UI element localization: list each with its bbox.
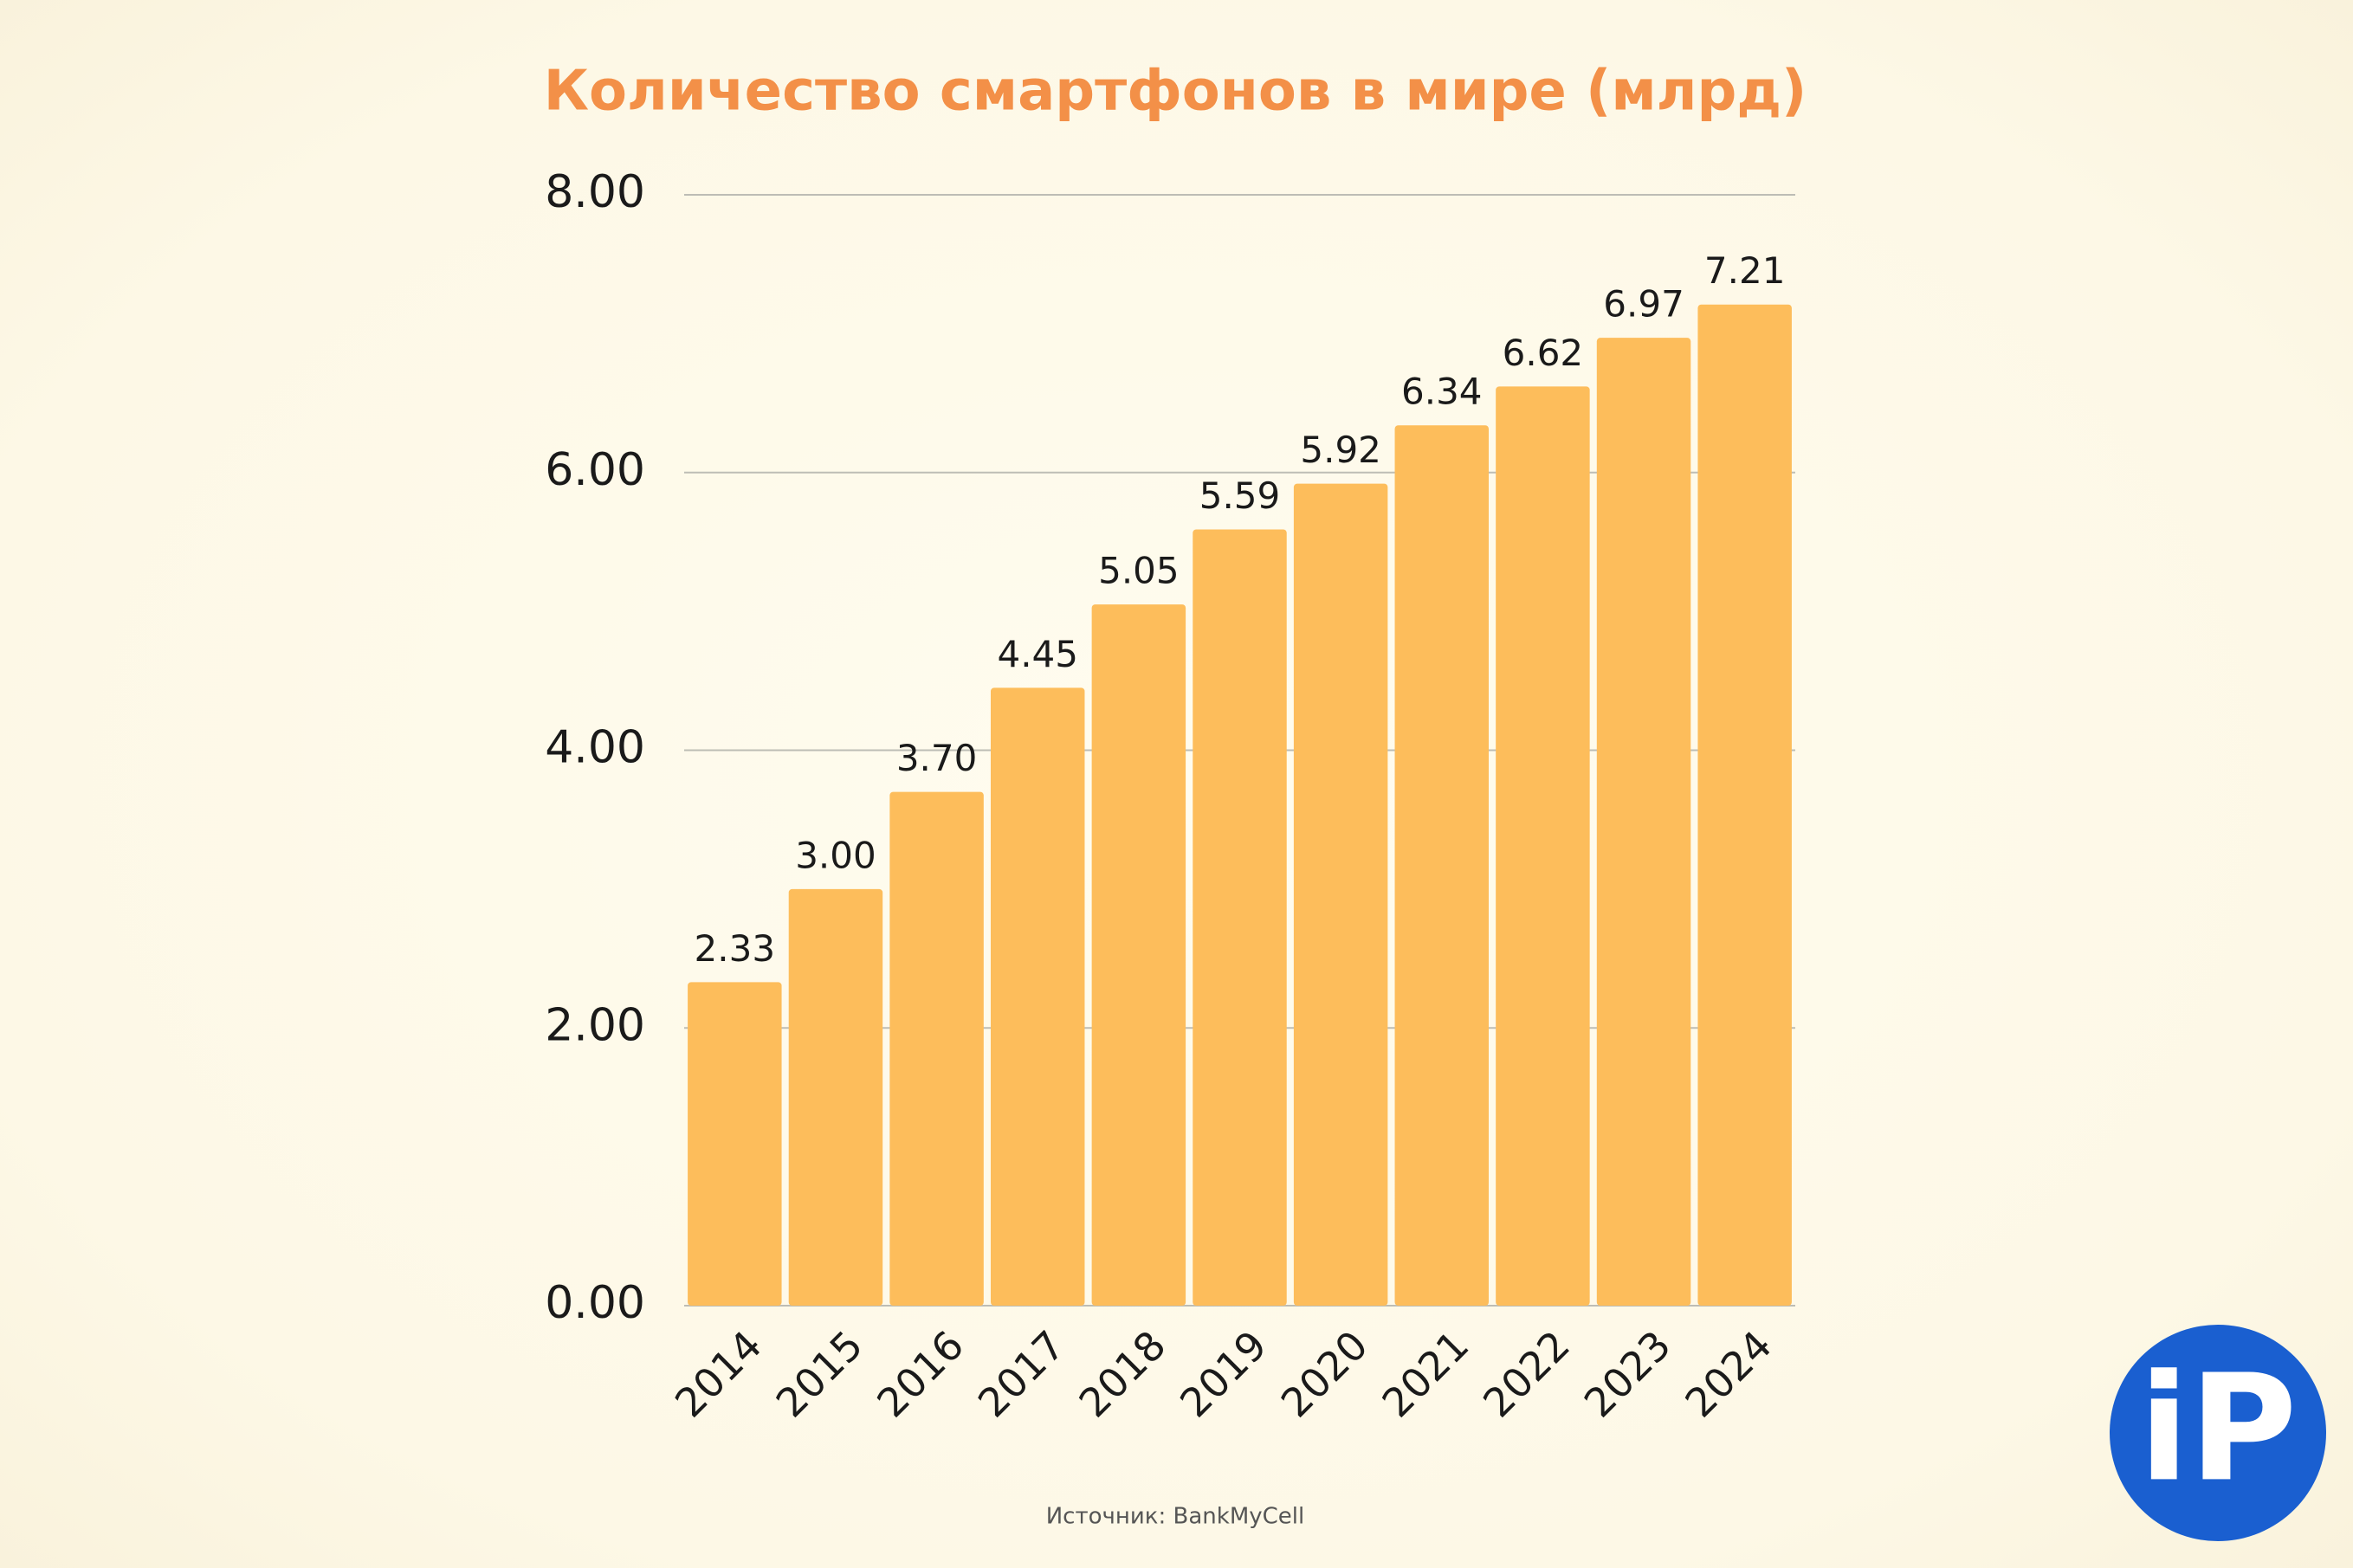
x-tick-label: 2022	[1474, 1321, 1579, 1426]
y-tick-label: 2.00	[545, 999, 645, 1051]
x-tick-label: 2015	[767, 1321, 872, 1426]
data-label: 4.45	[997, 633, 1078, 675]
y-tick-label: 8.00	[545, 166, 645, 218]
source-note: Источник: BankMyCell	[1046, 1504, 1305, 1530]
x-tick-label: 2016	[868, 1321, 973, 1426]
x-tick-label: 2014	[666, 1321, 771, 1426]
bar	[1091, 604, 1186, 1306]
x-tick-label: 2020	[1272, 1321, 1377, 1426]
bar	[990, 687, 1085, 1306]
y-tick-label: 0.00	[545, 1277, 645, 1329]
data-label: 7.21	[1704, 249, 1786, 292]
data-label: 5.05	[1098, 550, 1180, 592]
bar	[1394, 425, 1490, 1306]
chart-title: Количество смартфонов в мире (млрд)	[544, 60, 1807, 124]
logo-text: iP	[2139, 1343, 2298, 1514]
bar	[1596, 338, 1691, 1306]
logo-circle	[2110, 1325, 2326, 1541]
data-label: 6.97	[1603, 283, 1684, 326]
x-tick-label: 2021	[1373, 1321, 1477, 1426]
bar	[1193, 529, 1287, 1306]
data-label: 6.34	[1401, 371, 1483, 413]
data-label: 5.59	[1199, 474, 1281, 517]
data-label: 6.62	[1503, 332, 1584, 374]
bar	[889, 791, 984, 1306]
bar	[788, 888, 883, 1306]
logo: iP	[2110, 1325, 2326, 1541]
x-tick-label: 2017	[969, 1321, 1074, 1426]
x-tick-label: 2024	[1676, 1321, 1781, 1426]
bar	[1697, 304, 1792, 1306]
x-tick-label: 2019	[1171, 1321, 1276, 1426]
data-label: 5.92	[1300, 429, 1381, 471]
data-label: 2.33	[695, 927, 776, 970]
bar	[1293, 483, 1388, 1306]
data-label: 3.70	[896, 737, 978, 779]
y-tick-label: 4.00	[545, 722, 645, 774]
bar	[1496, 386, 1590, 1306]
x-tick-label: 2018	[1070, 1321, 1175, 1426]
data-label: 3.00	[795, 834, 876, 876]
x-tick-label: 2023	[1575, 1321, 1680, 1426]
bar	[688, 982, 782, 1306]
y-tick-label: 6.00	[545, 444, 645, 496]
